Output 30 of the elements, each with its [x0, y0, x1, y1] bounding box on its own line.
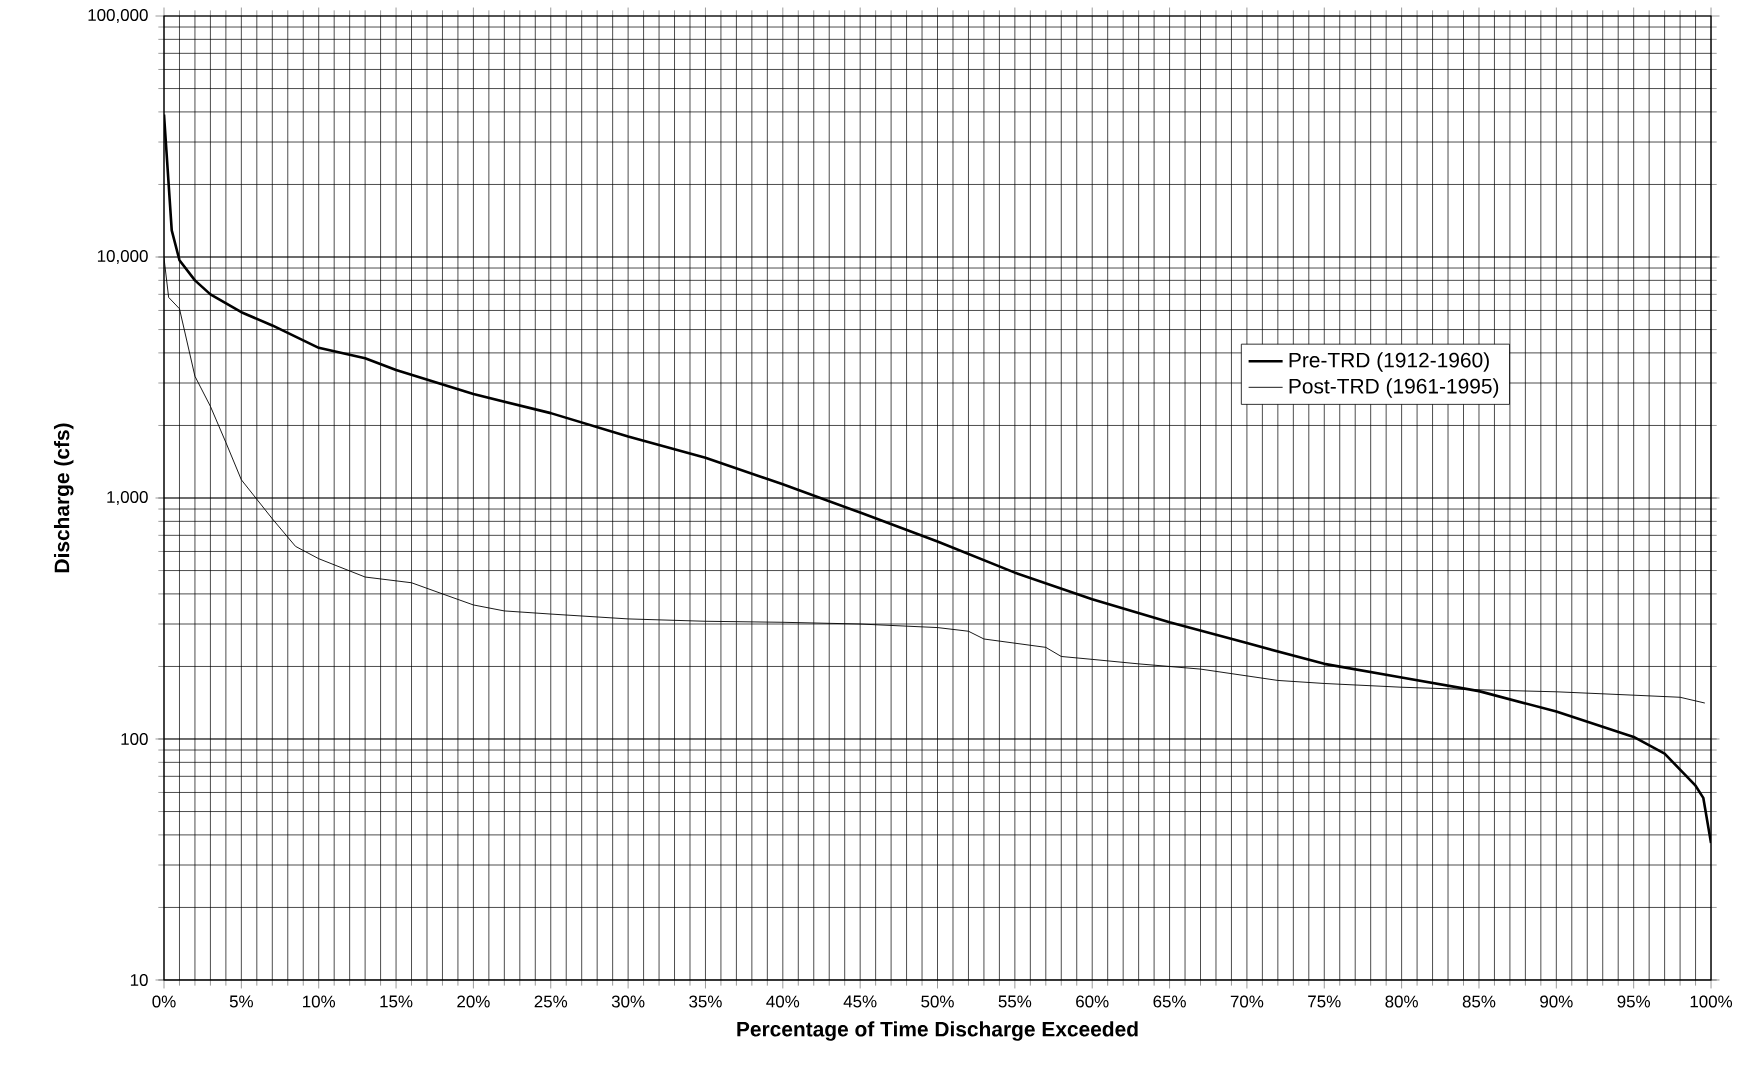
- y-axis-title: Discharge (cfs): [53, 423, 74, 573]
- x-tick-label: 80%: [1385, 995, 1418, 1008]
- legend-label: Pre-TRD (1912-1960): [1289, 352, 1489, 372]
- x-tick-label: 85%: [1462, 995, 1496, 1008]
- x-tick-label: 15%: [380, 995, 413, 1008]
- x-tick-label: 65%: [1153, 995, 1186, 1008]
- legend-label: Post-TRD (1961-1995): [1289, 378, 1499, 398]
- x-tick-label: 45%: [843, 995, 877, 1008]
- x-tick-label: 25%: [534, 995, 568, 1008]
- x-tick-label: 100%: [1690, 995, 1733, 1008]
- x-tick-label: 30%: [611, 995, 645, 1008]
- x-tick-label: 35%: [689, 995, 722, 1008]
- y-tick-label: 100: [121, 733, 148, 745]
- y-tick-label: 1,000: [107, 491, 148, 505]
- x-tick-label: 50%: [921, 995, 954, 1008]
- x-tick-label: 10%: [303, 995, 336, 1008]
- x-tick-label: 40%: [766, 995, 800, 1008]
- x-tick-label: 90%: [1540, 995, 1573, 1008]
- y-tick-label: 10,000: [97, 250, 148, 264]
- x-axis-title: Percentage of Time Discharge Exceeded: [737, 1021, 1138, 1041]
- x-tick-label: 60%: [1076, 995, 1109, 1008]
- y-tick-label: 100,000: [88, 9, 148, 23]
- x-tick-label: 0%: [152, 995, 176, 1008]
- x-tick-label: 75%: [1308, 995, 1341, 1008]
- x-tick-label: 95%: [1617, 995, 1651, 1008]
- y-tick-label: 10: [130, 974, 148, 986]
- x-tick-label: 70%: [1230, 995, 1264, 1008]
- x-tick-label: 5%: [229, 995, 253, 1008]
- x-tick-label: 55%: [998, 995, 1032, 1008]
- x-tick-label: 20%: [457, 995, 490, 1008]
